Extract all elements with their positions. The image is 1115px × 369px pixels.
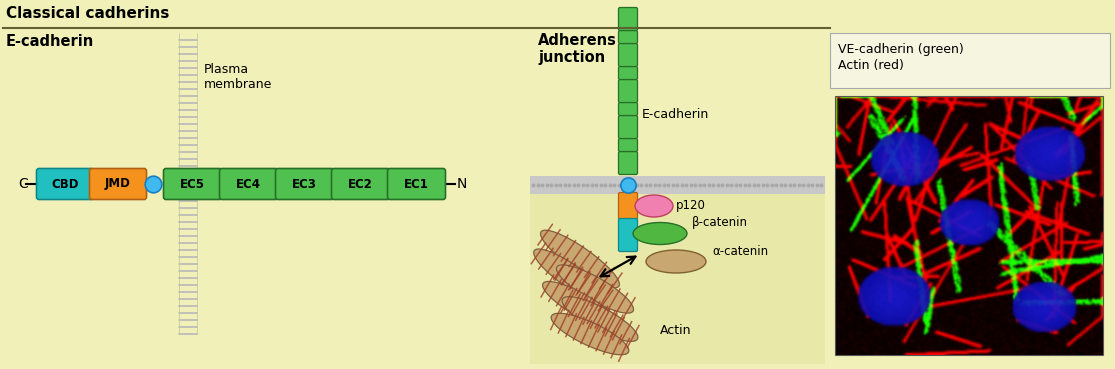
FancyBboxPatch shape [619,66,638,79]
Ellipse shape [551,313,629,355]
Text: EC4: EC4 [236,177,261,190]
FancyBboxPatch shape [619,138,638,152]
Text: C: C [18,177,28,191]
Text: E-cadherin: E-cadherin [6,34,95,49]
Text: Adherens: Adherens [539,33,617,48]
Text: EC5: EC5 [180,177,205,190]
Ellipse shape [534,249,610,305]
Ellipse shape [541,230,620,288]
Text: VE-cadherin (green): VE-cadherin (green) [838,43,963,56]
Text: EC2: EC2 [348,177,372,190]
FancyBboxPatch shape [275,169,333,200]
Text: p120: p120 [676,199,706,211]
Ellipse shape [633,223,687,245]
FancyBboxPatch shape [619,218,638,252]
Bar [830,33,1111,88]
FancyBboxPatch shape [164,169,222,200]
Ellipse shape [646,250,706,273]
Text: EC3: EC3 [292,177,317,190]
FancyBboxPatch shape [619,7,638,31]
Text: EC1: EC1 [404,177,429,190]
FancyBboxPatch shape [619,44,638,66]
FancyBboxPatch shape [331,169,389,200]
FancyBboxPatch shape [220,169,278,200]
Bar [835,96,1103,355]
Text: Actin (red): Actin (red) [838,59,904,72]
FancyBboxPatch shape [388,169,446,200]
Text: CBD: CBD [51,177,79,190]
FancyBboxPatch shape [619,115,638,138]
FancyBboxPatch shape [619,152,638,175]
Text: E-cadherin: E-cadherin [642,107,709,121]
FancyBboxPatch shape [619,31,638,44]
FancyBboxPatch shape [89,169,146,200]
Ellipse shape [556,265,633,313]
Ellipse shape [636,195,673,217]
Bar [530,194,825,364]
Text: N: N [457,177,467,191]
Ellipse shape [543,282,621,331]
FancyBboxPatch shape [619,193,638,220]
Text: α-catenin: α-catenin [712,245,768,258]
FancyBboxPatch shape [37,169,94,200]
FancyBboxPatch shape [619,79,638,103]
Text: Classical cadherins: Classical cadherins [6,7,169,21]
Text: JMD: JMD [105,177,130,190]
FancyBboxPatch shape [619,103,638,115]
Text: junction: junction [539,50,605,65]
Ellipse shape [562,297,638,341]
Text: β-catenin: β-catenin [692,216,748,229]
Bar [530,176,825,194]
Text: Plasma
membrane: Plasma membrane [204,63,272,91]
Text: Actin: Actin [660,324,691,337]
